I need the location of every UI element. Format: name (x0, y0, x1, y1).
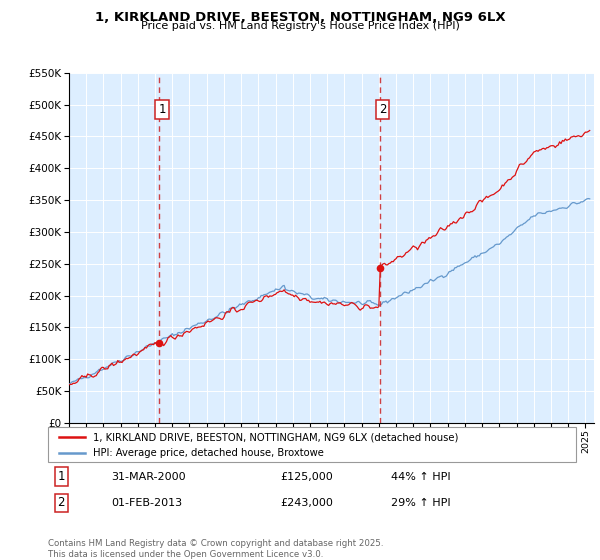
Text: 44% ↑ HPI: 44% ↑ HPI (391, 472, 451, 482)
Text: £243,000: £243,000 (280, 498, 333, 508)
Text: 31-MAR-2000: 31-MAR-2000 (112, 472, 186, 482)
Text: Contains HM Land Registry data © Crown copyright and database right 2025.
This d: Contains HM Land Registry data © Crown c… (48, 539, 383, 559)
Text: 1, KIRKLAND DRIVE, BEESTON, NOTTINGHAM, NG9 6LX: 1, KIRKLAND DRIVE, BEESTON, NOTTINGHAM, … (95, 11, 505, 24)
Text: 1: 1 (58, 470, 65, 483)
Text: HPI: Average price, detached house, Broxtowe: HPI: Average price, detached house, Brox… (93, 449, 324, 458)
Text: Price paid vs. HM Land Registry's House Price Index (HPI): Price paid vs. HM Land Registry's House … (140, 21, 460, 31)
Text: 01-FEB-2013: 01-FEB-2013 (112, 498, 182, 508)
Text: 1, KIRKLAND DRIVE, BEESTON, NOTTINGHAM, NG9 6LX (detached house): 1, KIRKLAND DRIVE, BEESTON, NOTTINGHAM, … (93, 432, 458, 442)
Text: 2: 2 (379, 103, 386, 116)
FancyBboxPatch shape (48, 427, 576, 462)
Text: 2: 2 (58, 496, 65, 510)
Text: £125,000: £125,000 (280, 472, 333, 482)
Text: 29% ↑ HPI: 29% ↑ HPI (391, 498, 451, 508)
Text: 1: 1 (158, 103, 166, 116)
